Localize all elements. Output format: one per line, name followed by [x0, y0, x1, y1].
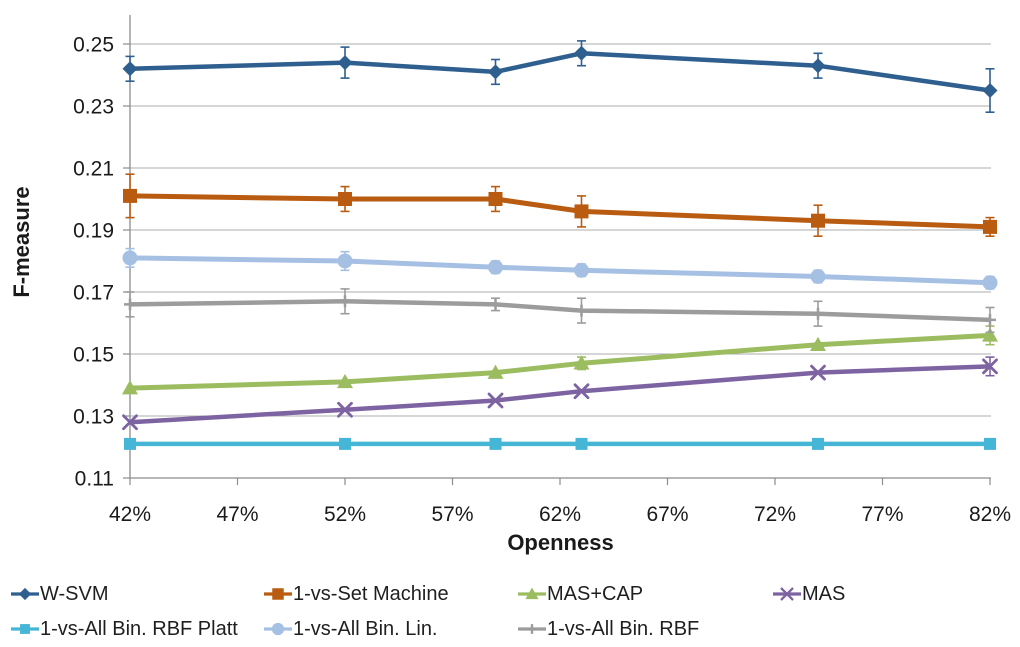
svg-text:0.15: 0.15 — [73, 344, 114, 367]
legend-label: 1-vs-Set Machine — [293, 582, 449, 605]
chart-svg: 0.11 0.13 0.15 0.17 0.19 0.21 0.23 0.25 42% 47% 52… — [73, 15, 1011, 526]
svg-text:82%: 82% — [969, 503, 1011, 526]
legend-item-mas: MAS — [773, 582, 846, 605]
x-marker-icon — [773, 587, 801, 601]
legend-label: MAS+CAP — [547, 582, 644, 605]
y-axis-title: F-measure — [9, 186, 34, 298]
svg-text:57%: 57% — [431, 503, 473, 526]
svg-text:77%: 77% — [861, 503, 903, 526]
svg-text:0.23: 0.23 — [73, 96, 114, 119]
legend-label: 1-vs-All Bin. RBF Platt — [40, 617, 238, 640]
series-1-vs-all-bin-lin — [122, 247, 998, 291]
triangle-marker-icon — [518, 587, 546, 600]
x-axis-ticks — [129, 478, 991, 485]
legend-item-1-vs-all-bin-rbf-platt: 1-vs-All Bin. RBF Platt — [11, 617, 238, 640]
svg-text:42%: 42% — [109, 503, 151, 526]
series-1-vs-all-bin-rbf — [124, 288, 996, 334]
square-marker-icon — [11, 624, 39, 634]
svg-text:47%: 47% — [216, 503, 258, 526]
svg-text:0.13: 0.13 — [73, 406, 114, 429]
legend-item-1-vs-all-bin-rbf: 1-vs-All Bin. RBF — [518, 617, 700, 640]
axis-lines — [129, 15, 991, 479]
circle-marker-icon — [264, 622, 292, 636]
svg-text:72%: 72% — [754, 503, 796, 526]
error-bars-1-vs-set-machine — [125, 173, 995, 237]
y-tick-labels: 0.11 0.13 0.15 0.17 0.19 0.21 0.23 0.25 — [73, 34, 114, 491]
svg-text:0.17: 0.17 — [73, 282, 114, 305]
plus-marker-icon — [518, 624, 546, 634]
legend-label: MAS — [802, 582, 846, 605]
x-axis-title: Openness — [507, 530, 614, 555]
legend-item-w-svm: W-SVM — [11, 582, 109, 605]
svg-text:0.19: 0.19 — [73, 220, 114, 243]
series-1-vs-set-machine — [123, 173, 997, 237]
legend-label: W-SVM — [40, 582, 109, 605]
gridlines — [129, 43, 991, 417]
svg-text:52%: 52% — [324, 503, 366, 526]
svg-text:67%: 67% — [646, 503, 688, 526]
svg-text:0.21: 0.21 — [73, 158, 114, 181]
legend-label: 1-vs-All Bin. Lin. — [293, 617, 438, 640]
square-marker-icon — [264, 588, 292, 600]
error-bars-w-svm — [125, 40, 995, 113]
diamond-marker-icon — [11, 587, 39, 601]
series-mas-cap — [122, 325, 998, 395]
svg-text:0.11: 0.11 — [75, 468, 114, 491]
svg-text:62%: 62% — [539, 503, 581, 526]
svg-text:0.25: 0.25 — [73, 34, 114, 57]
legend-item-1-vs-set-machine: 1-vs-Set Machine — [264, 582, 449, 605]
legend-label: 1-vs-All Bin. RBF — [547, 617, 700, 640]
legend-item-mas-cap: MAS+CAP — [518, 582, 644, 605]
series-1-vs-all-bin-rbf-platt — [124, 437, 996, 450]
series-w-svm — [122, 40, 998, 113]
legend-item-1-vs-all-bin-lin: 1-vs-All Bin. Lin. — [264, 617, 438, 640]
series-mas — [122, 356, 998, 431]
x-tick-labels: 42% 47% 52% 57% 62% 67% 72% 77% 82% — [109, 503, 1011, 526]
